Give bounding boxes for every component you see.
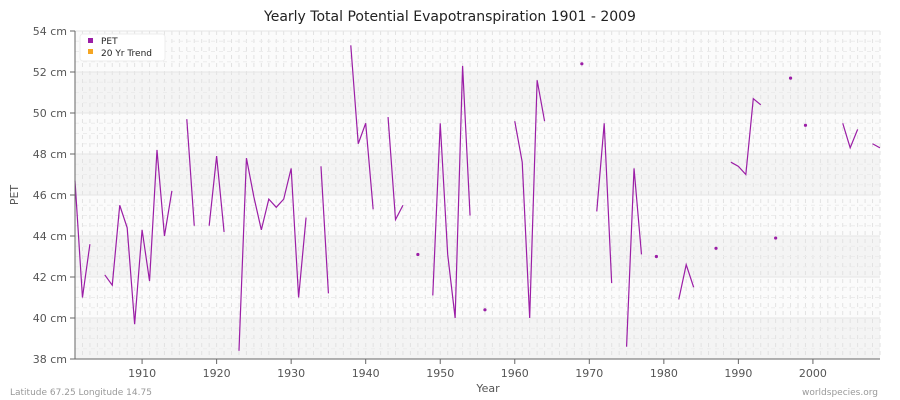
x-tick-label: 2000 xyxy=(799,367,827,380)
x-tick-label: 1980 xyxy=(650,367,678,380)
footer-source: worldspecies.org xyxy=(802,388,878,398)
x-tick-label: 1930 xyxy=(277,367,305,380)
y-tick-label: 52 cm xyxy=(33,66,67,79)
y-tick-label: 48 cm xyxy=(33,148,67,161)
y-tick-label: 50 cm xyxy=(33,107,67,120)
y-tick-label: 42 cm xyxy=(33,271,67,284)
x-tick-label: 1940 xyxy=(352,367,380,380)
y-tick-label: 54 cm xyxy=(33,25,67,38)
y-tick-label: 46 cm xyxy=(33,189,67,202)
axes: 38 cm 40 cm 42 cm 44 cm 46 cm 48 cm 50 cm 52 cm… xyxy=(33,25,880,380)
x-tick-label: 1960 xyxy=(501,367,529,380)
x-tick-label: 1970 xyxy=(575,367,603,380)
y-tick-label: 38 cm xyxy=(33,353,67,366)
grid-lines xyxy=(74,30,881,360)
legend-trend-label: 20 Yr Trend xyxy=(101,49,152,59)
x-tick-label: 1910 xyxy=(128,367,156,380)
legend-trend-swatch xyxy=(88,49,93,54)
legend: PET 20 Yr Trend xyxy=(79,33,166,62)
x-tick-label: 1950 xyxy=(426,367,454,380)
y-axis-label: PET xyxy=(8,185,21,206)
y-tick-label: 40 cm xyxy=(33,312,67,325)
footer-coordinates: Latitude 67.25 Longitude 14.75 xyxy=(10,388,152,398)
legend-pet-label: PET xyxy=(101,37,118,47)
y-tick-label: 44 cm xyxy=(33,230,67,243)
legend-pet-swatch xyxy=(88,38,93,43)
pet-series xyxy=(74,45,881,351)
x-tick-label: 1920 xyxy=(203,367,231,380)
chart-title: Yearly Total Potential Evapotranspiratio… xyxy=(263,9,636,25)
x-tick-label: 1990 xyxy=(724,367,752,380)
x-axis-label: Year xyxy=(475,382,500,395)
